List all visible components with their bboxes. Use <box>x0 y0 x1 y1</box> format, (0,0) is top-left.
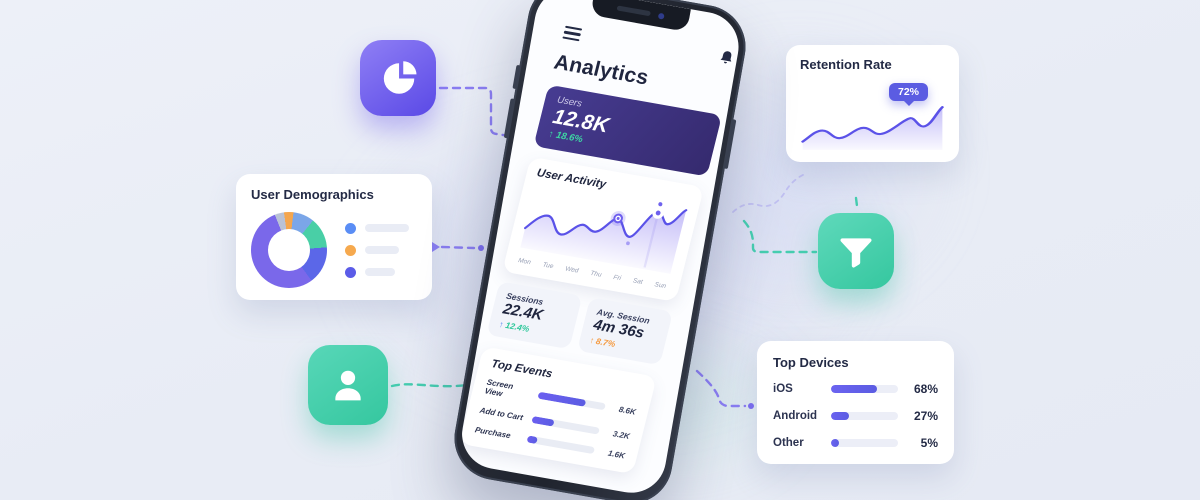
up-arrow-icon: ↑ <box>498 318 505 330</box>
device-value: 27% <box>913 409 938 423</box>
device-row-android: Android 27% <box>773 409 938 423</box>
legend-dot <box>345 222 356 234</box>
device-label: iOS <box>773 383 793 395</box>
legend-row <box>345 266 417 278</box>
pie-chart-icon <box>377 57 419 99</box>
phone-screen: Analytics Users 12.8K ↑ 18.6% User Activ… <box>456 0 745 499</box>
day-label: Wed <box>564 265 580 275</box>
card-title: Retention Rate <box>800 57 892 72</box>
device-label: Other <box>773 437 804 449</box>
user-tile[interactable] <box>308 345 388 425</box>
pie-chart-tile[interactable] <box>360 40 436 116</box>
speaker-slot <box>616 5 651 17</box>
event-value: 1.6K <box>607 448 626 461</box>
activity-line-chart <box>520 202 688 275</box>
filter-tile[interactable] <box>818 213 894 289</box>
day-label: Tue <box>541 261 555 271</box>
event-label: Screen View <box>483 377 515 399</box>
day-label: Thu <box>589 270 603 279</box>
device-label: Android <box>773 410 818 422</box>
top-devices-card: Top Devices iOS 68% Android 27% Other 5% <box>757 341 954 464</box>
device-bar-track <box>831 439 898 447</box>
event-label: Add to Cart <box>478 405 524 423</box>
user-demographics-card: User Demographics <box>236 174 432 300</box>
retention-line-chart <box>801 106 944 150</box>
event-bar-fill <box>537 392 586 408</box>
person-icon <box>326 363 370 407</box>
card-title: User Demographics <box>251 187 374 202</box>
device-bar-track <box>831 385 898 393</box>
user-activity-card: User Activity <box>502 156 705 303</box>
stat-card-avg-session: Avg. Session 4m 36s ↑8.7% <box>577 297 674 366</box>
device-value: 68% <box>913 382 938 396</box>
phone-mockup: Analytics Users 12.8K ↑ 18.6% User Activ… <box>447 0 753 500</box>
demographics-donut-chart <box>251 212 327 288</box>
stat-card-sessions: Sessions 22.4K ↑12.4% <box>486 281 583 350</box>
event-bar-fill <box>531 415 556 427</box>
legend-dot <box>345 244 356 256</box>
demographics-legend <box>345 222 417 278</box>
device-bar-fill <box>831 439 839 447</box>
legend-row <box>345 222 417 234</box>
device-row-other: Other 5% <box>773 436 938 450</box>
card-title: Top Devices <box>773 355 849 370</box>
hamburger-icon[interactable] <box>562 25 583 42</box>
up-arrow-icon: ↑ <box>588 334 596 346</box>
chart-point <box>626 241 630 246</box>
day-label: Sun <box>653 281 667 291</box>
event-bar-track <box>537 392 606 411</box>
event-bar-fill <box>526 435 539 444</box>
device-bar-track <box>831 412 898 420</box>
legend-bar <box>365 246 399 254</box>
retention-tooltip: 72% <box>889 83 929 101</box>
camera-dot <box>657 12 665 20</box>
phone-volume-button <box>512 64 521 90</box>
event-label: Purchase <box>473 425 512 441</box>
legend-bar <box>365 224 409 232</box>
device-row-ios: iOS 68% <box>773 382 938 396</box>
day-label: Sat <box>632 277 644 287</box>
device-bar-fill <box>831 412 850 420</box>
device-value: 5% <box>920 436 938 450</box>
device-rows: iOS 68% Android 27% Other 5% <box>773 382 938 450</box>
legend-bar <box>365 268 395 276</box>
legend-dot <box>345 266 356 278</box>
retention-rate-card: Retention Rate 72% <box>786 45 959 162</box>
day-label: Mon <box>517 257 532 267</box>
funnel-icon <box>835 230 877 272</box>
event-value: 3.2K <box>611 429 631 441</box>
day-label: Fri <box>612 274 622 283</box>
bell-icon[interactable] <box>716 49 736 72</box>
event-bar-track <box>526 435 596 454</box>
event-value: 8.6K <box>617 405 637 418</box>
analytics-app: Analytics Users 12.8K ↑ 18.6% User Activ… <box>457 0 744 495</box>
top-events-card: Top Events Screen View 8.6K Add to Cart 3.2… <box>459 346 657 475</box>
event-bar-track <box>531 415 600 435</box>
legend-row <box>345 244 417 256</box>
device-bar-fill <box>831 385 877 393</box>
